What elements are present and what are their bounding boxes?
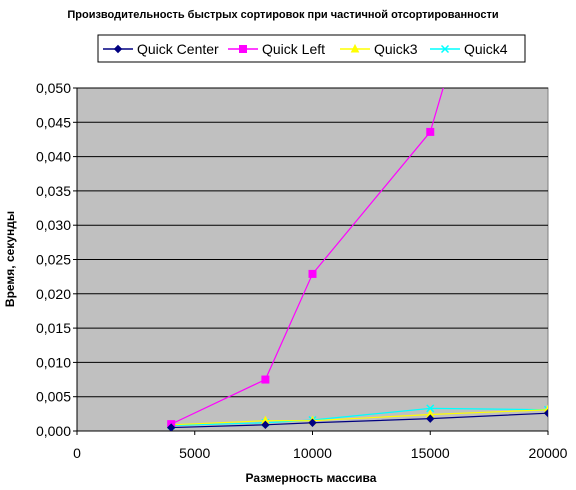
legend-item-quick4: Quick4 bbox=[430, 41, 508, 57]
data-point bbox=[308, 418, 317, 427]
y-tick-label: 0,010 bbox=[36, 354, 71, 370]
legend-item-quick-center: Quick Center bbox=[103, 41, 219, 57]
y-tick-label: 0,025 bbox=[36, 252, 71, 268]
legend: Quick Center Quick Left Quick3 Quick4 bbox=[97, 34, 526, 63]
legend-marker bbox=[350, 43, 360, 53]
y-tick-label: 0,015 bbox=[36, 320, 71, 336]
legend-box bbox=[97, 34, 526, 63]
chart-title: Производительность быстрых сортировок пр… bbox=[67, 9, 498, 21]
legend-item-quick3: Quick3 bbox=[340, 41, 418, 57]
data-point bbox=[261, 375, 270, 384]
y-tick-label: 0,030 bbox=[36, 217, 71, 233]
legend-marker bbox=[113, 44, 123, 54]
series-quick-center bbox=[166, 408, 548, 431]
data-point bbox=[426, 404, 435, 413]
series-group bbox=[166, 88, 548, 431]
x-tick-label: 20000 bbox=[529, 445, 568, 461]
data-point bbox=[426, 127, 435, 136]
data-point bbox=[308, 269, 317, 278]
x-tick-label: 10000 bbox=[293, 445, 332, 461]
x-tick-label: 15000 bbox=[411, 445, 450, 461]
y-tick-label: 0,050 bbox=[36, 80, 71, 96]
legend-label: Quick Left bbox=[262, 41, 325, 57]
legend-marker bbox=[239, 45, 247, 53]
x-tick-label: 0 bbox=[73, 445, 81, 461]
data-point bbox=[543, 408, 548, 418]
y-tick-label: 0,035 bbox=[36, 183, 71, 199]
legend-label: Quick Center bbox=[137, 41, 219, 57]
x-tick-label: 5000 bbox=[179, 445, 210, 461]
y-tick-label: 0,040 bbox=[36, 149, 71, 165]
y-tick-label: 0,020 bbox=[36, 286, 71, 302]
y-tick-label: 0,045 bbox=[36, 114, 71, 130]
y-tick-label: 0,005 bbox=[36, 389, 71, 405]
data-point bbox=[261, 420, 270, 430]
y-axis-ticks: 0,000 0,005 0,010 0,015 0,020 0,025 0,030 0,035… bbox=[36, 80, 78, 439]
y-axis-title: Время, секунды bbox=[3, 211, 17, 307]
y-tick-label: 0,000 bbox=[36, 423, 71, 439]
legend-marker bbox=[440, 44, 450, 54]
data-point bbox=[166, 423, 176, 431]
legend-item-quick-left: Quick Left bbox=[228, 41, 325, 57]
legend-label: Quick4 bbox=[464, 41, 508, 57]
x-axis-ticks: 0 5000 10000 15000 20000 bbox=[73, 430, 568, 461]
data-point bbox=[426, 414, 435, 423]
x-axis-title: Размерность массива bbox=[246, 471, 377, 485]
legend-label: Quick3 bbox=[374, 41, 418, 57]
